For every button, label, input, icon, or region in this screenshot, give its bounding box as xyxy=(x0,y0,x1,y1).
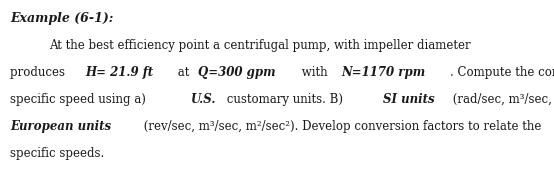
Text: Example (6-1):: Example (6-1): xyxy=(10,12,114,25)
Text: (rev/sec, m³/sec, m²/sec²). Develop conversion factors to relate the: (rev/sec, m³/sec, m²/sec²). Develop conv… xyxy=(141,120,542,133)
Text: European units: European units xyxy=(10,120,111,133)
Text: (rad/sec, m³/sec, m²/sec²).c): (rad/sec, m³/sec, m²/sec²).c) xyxy=(449,93,554,106)
Text: U.S.: U.S. xyxy=(190,93,216,106)
Text: specific speeds.: specific speeds. xyxy=(10,147,104,160)
Text: Q=300 gpm: Q=300 gpm xyxy=(198,66,276,79)
Text: SI units: SI units xyxy=(383,93,434,106)
Text: at: at xyxy=(174,66,193,79)
Text: At the best efficiency point a centrifugal pump, with impeller diameter: At the best efficiency point a centrifug… xyxy=(49,39,474,52)
Text: . Compute the corresponding: . Compute the corresponding xyxy=(450,66,554,79)
Text: with: with xyxy=(299,66,332,79)
Text: produces: produces xyxy=(10,66,69,79)
Text: specific speed using a): specific speed using a) xyxy=(10,93,150,106)
Text: N=1170 rpm: N=1170 rpm xyxy=(341,66,425,79)
Text: customary units. B): customary units. B) xyxy=(223,93,347,106)
Text: H= 21.9 ft: H= 21.9 ft xyxy=(86,66,154,79)
